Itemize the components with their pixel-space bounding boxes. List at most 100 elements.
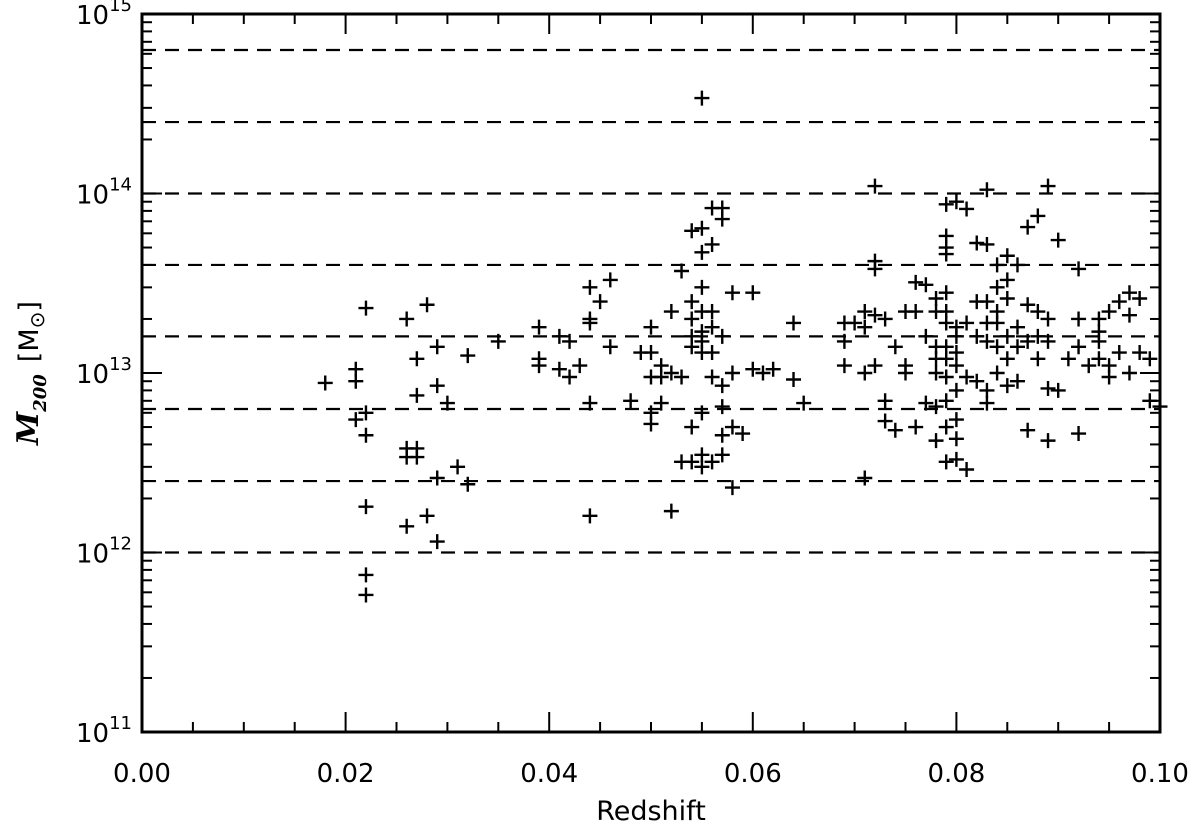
- data-point-111: [857, 365, 873, 381]
- data-point-81: [704, 304, 720, 320]
- data-point-58: [674, 263, 690, 279]
- data-point-48: [643, 345, 659, 361]
- data-point-116: [867, 307, 883, 323]
- y-tick-base: 10: [76, 540, 109, 570]
- data-point-97: [735, 426, 751, 442]
- x-tick-label: 0.06: [724, 759, 782, 789]
- data-point-64: [684, 339, 700, 355]
- data-point-154: [948, 328, 964, 344]
- data-point-179: [989, 315, 1005, 331]
- data-point-83: [704, 345, 720, 361]
- data-point-108: [847, 315, 863, 331]
- data-point-85: [704, 454, 720, 470]
- data-point-121: [887, 339, 903, 355]
- y-tick-label: 1015: [76, 0, 132, 31]
- data-point-207: [1060, 351, 1076, 367]
- data-point-56: [663, 365, 679, 381]
- y-tick-base: 10: [76, 360, 109, 390]
- data-point-91: [714, 427, 730, 443]
- data-point-10: [399, 311, 415, 327]
- data-point-14: [409, 351, 425, 367]
- data-point-156: [948, 358, 964, 374]
- data-point-78: [694, 459, 710, 475]
- data-point-165: [969, 235, 985, 251]
- data-point-67: [684, 454, 700, 470]
- data-point-184: [999, 291, 1015, 307]
- data-point-13: [399, 518, 415, 534]
- data-point-40: [582, 395, 598, 411]
- data-point-31: [531, 358, 547, 374]
- data-point-151: [938, 454, 954, 470]
- data-point-15: [409, 387, 425, 403]
- data-point-152: [948, 194, 964, 210]
- data-point-103: [786, 372, 802, 387]
- data-point-71: [694, 279, 710, 295]
- data-point-225: [1132, 291, 1148, 307]
- data-point-185: [999, 328, 1015, 344]
- data-point-209: [1071, 311, 1087, 327]
- data-point-136: [928, 365, 944, 381]
- data-point-164: [959, 462, 975, 477]
- data-point-36: [572, 358, 588, 374]
- data-point-163: [959, 369, 975, 385]
- x-tick-label: 0.10: [1131, 759, 1189, 789]
- data-point-183: [999, 272, 1015, 288]
- data-point-53: [653, 369, 669, 385]
- data-point-109: [857, 304, 873, 320]
- y-tick-exponent: 12: [109, 534, 132, 555]
- reference-lines: [142, 48, 1160, 554]
- y-tick-base: 10: [76, 181, 109, 211]
- data-point-69: [694, 220, 710, 236]
- data-point-99: [745, 361, 761, 377]
- data-point-43: [602, 272, 618, 288]
- y-tick-base: 10: [76, 1, 109, 31]
- data-point-106: [836, 333, 852, 349]
- data-point-171: [979, 294, 995, 310]
- y-axis-unit-close: ]: [14, 301, 45, 312]
- data-point-24: [439, 395, 455, 411]
- data-point-145: [938, 315, 954, 331]
- data-point-195: [1020, 422, 1036, 438]
- data-point-169: [979, 182, 995, 198]
- data-point-216: [1091, 351, 1107, 367]
- data-point-66: [684, 419, 700, 435]
- data-point-125: [898, 365, 913, 381]
- data-point-127: [908, 304, 924, 320]
- data-point-137: [928, 399, 944, 415]
- data-point-206: [1050, 382, 1066, 398]
- data-point-175: [979, 395, 995, 411]
- data-point-55: [663, 304, 679, 320]
- data-point-176: [989, 257, 1005, 273]
- data-point-118: [877, 311, 893, 327]
- data-point-122: [887, 422, 903, 438]
- data-point-2: [348, 373, 364, 389]
- data-point-33: [551, 361, 567, 377]
- data-point-202: [1040, 333, 1056, 349]
- data-point-192: [1020, 219, 1036, 235]
- data-point-0: [317, 375, 333, 391]
- data-point-208: [1071, 261, 1087, 277]
- data-point-201: [1040, 311, 1056, 327]
- data-point-117: [867, 358, 883, 374]
- data-point-62: [684, 311, 700, 327]
- data-point-102: [786, 315, 802, 331]
- data-point-3: [348, 412, 364, 428]
- data-point-203: [1040, 380, 1056, 396]
- data-point-95: [724, 419, 740, 435]
- y-axis-unit-open: [M: [14, 328, 45, 362]
- y-tick-label: 1012: [76, 534, 132, 570]
- data-point-182: [999, 248, 1015, 264]
- data-point-139: [938, 196, 954, 212]
- x-axis-title: Redshift: [596, 796, 706, 827]
- data-point-29: [531, 319, 547, 335]
- data-point-219: [1101, 369, 1117, 385]
- data-point-98: [745, 285, 761, 301]
- data-point-25: [450, 459, 466, 475]
- data-point-41: [582, 508, 598, 524]
- data-point-84: [704, 369, 720, 385]
- data-point-215: [1091, 333, 1107, 349]
- data-point-186: [999, 351, 1015, 367]
- data-point-198: [1030, 328, 1046, 344]
